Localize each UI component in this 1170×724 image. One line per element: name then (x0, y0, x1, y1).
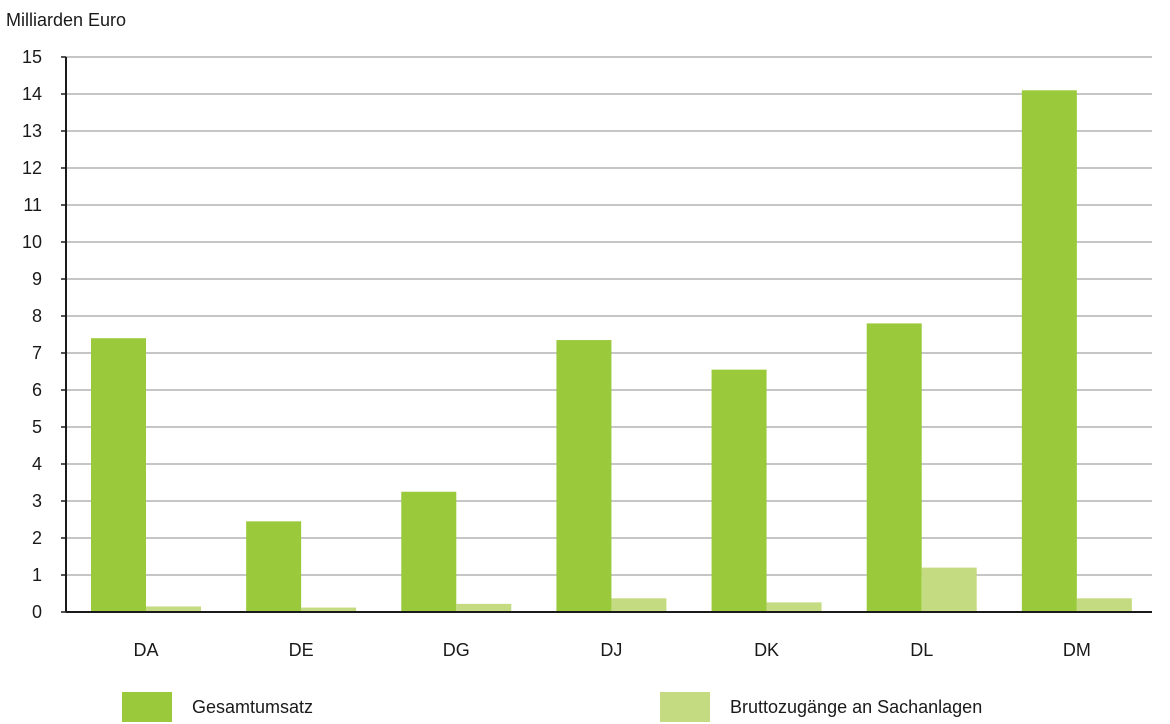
y-tick-label: 13 (22, 121, 42, 141)
bar-gesamtumsatz-dl (866, 323, 922, 612)
y-tick-label: 14 (22, 84, 42, 104)
x-tick-label: DK (754, 640, 779, 660)
x-tick-labels: DA DE DG DJ DK DL DM (133, 640, 1090, 660)
bar-gesamtumsatz-da (91, 338, 146, 612)
bar-gesamtumsatz-dm (1021, 90, 1077, 613)
x-tick-label: DM (1063, 640, 1091, 660)
bar-gesamtumsatz-de (246, 521, 302, 612)
bar-bruttozugaenge-dl (921, 567, 977, 612)
bar-bruttozugaenge-dj (611, 598, 667, 612)
legend-item-gesamtumsatz: Gesamtumsatz (122, 690, 313, 724)
legend-label-bruttozugaenge: Bruttozugänge an Sachanlagen (730, 697, 983, 717)
bar-bruttozugaenge-dg (456, 603, 512, 612)
y-tick-label: 0 (32, 602, 42, 622)
bars (91, 90, 1132, 613)
y-tick-label: 6 (32, 380, 42, 400)
legend-swatch-bruttozugaenge (660, 692, 710, 722)
bar-bruttozugaenge-da (146, 606, 201, 612)
x-tick-label: DG (443, 640, 470, 660)
y-tick-label: 2 (32, 528, 42, 548)
y-axis-title: Milliarden Euro (6, 10, 126, 30)
bar-gesamtumsatz-dj (556, 340, 612, 612)
x-tick-label: DA (133, 640, 158, 660)
x-tick-label: DL (910, 640, 933, 660)
bar-bruttozugaenge-dk (766, 602, 822, 612)
bar-bruttozugaenge-dm (1076, 598, 1132, 612)
x-tick-label: DJ (600, 640, 622, 660)
y-tick-label: 9 (32, 269, 42, 289)
x-tick-label: DE (289, 640, 314, 660)
legend: Gesamtumsatz Bruttozugänge an Sachanlage… (0, 690, 1170, 724)
y-tick-label: 15 (22, 47, 42, 67)
legend-swatch-gesamtumsatz (122, 692, 172, 722)
y-tick-label: 3 (32, 491, 42, 511)
y-tick-label: 10 (22, 232, 42, 252)
y-tick-label: 11 (23, 195, 42, 215)
y-tick-label: 4 (32, 454, 42, 474)
y-tick-label: 7 (32, 343, 42, 363)
legend-label-gesamtumsatz: Gesamtumsatz (192, 697, 314, 717)
legend-item-bruttozugaenge: Bruttozugänge an Sachanlagen (660, 690, 982, 724)
y-tick-label: 1 (32, 565, 42, 585)
bar-gesamtumsatz-dk (711, 369, 767, 612)
axes (61, 56, 1152, 613)
y-tick-label: 8 (32, 306, 42, 326)
bar-gesamtumsatz-dg (401, 491, 457, 612)
y-tick-label: 5 (32, 417, 42, 437)
y-tick-label: 12 (22, 158, 42, 178)
bar-bruttozugaenge-de (301, 607, 357, 612)
